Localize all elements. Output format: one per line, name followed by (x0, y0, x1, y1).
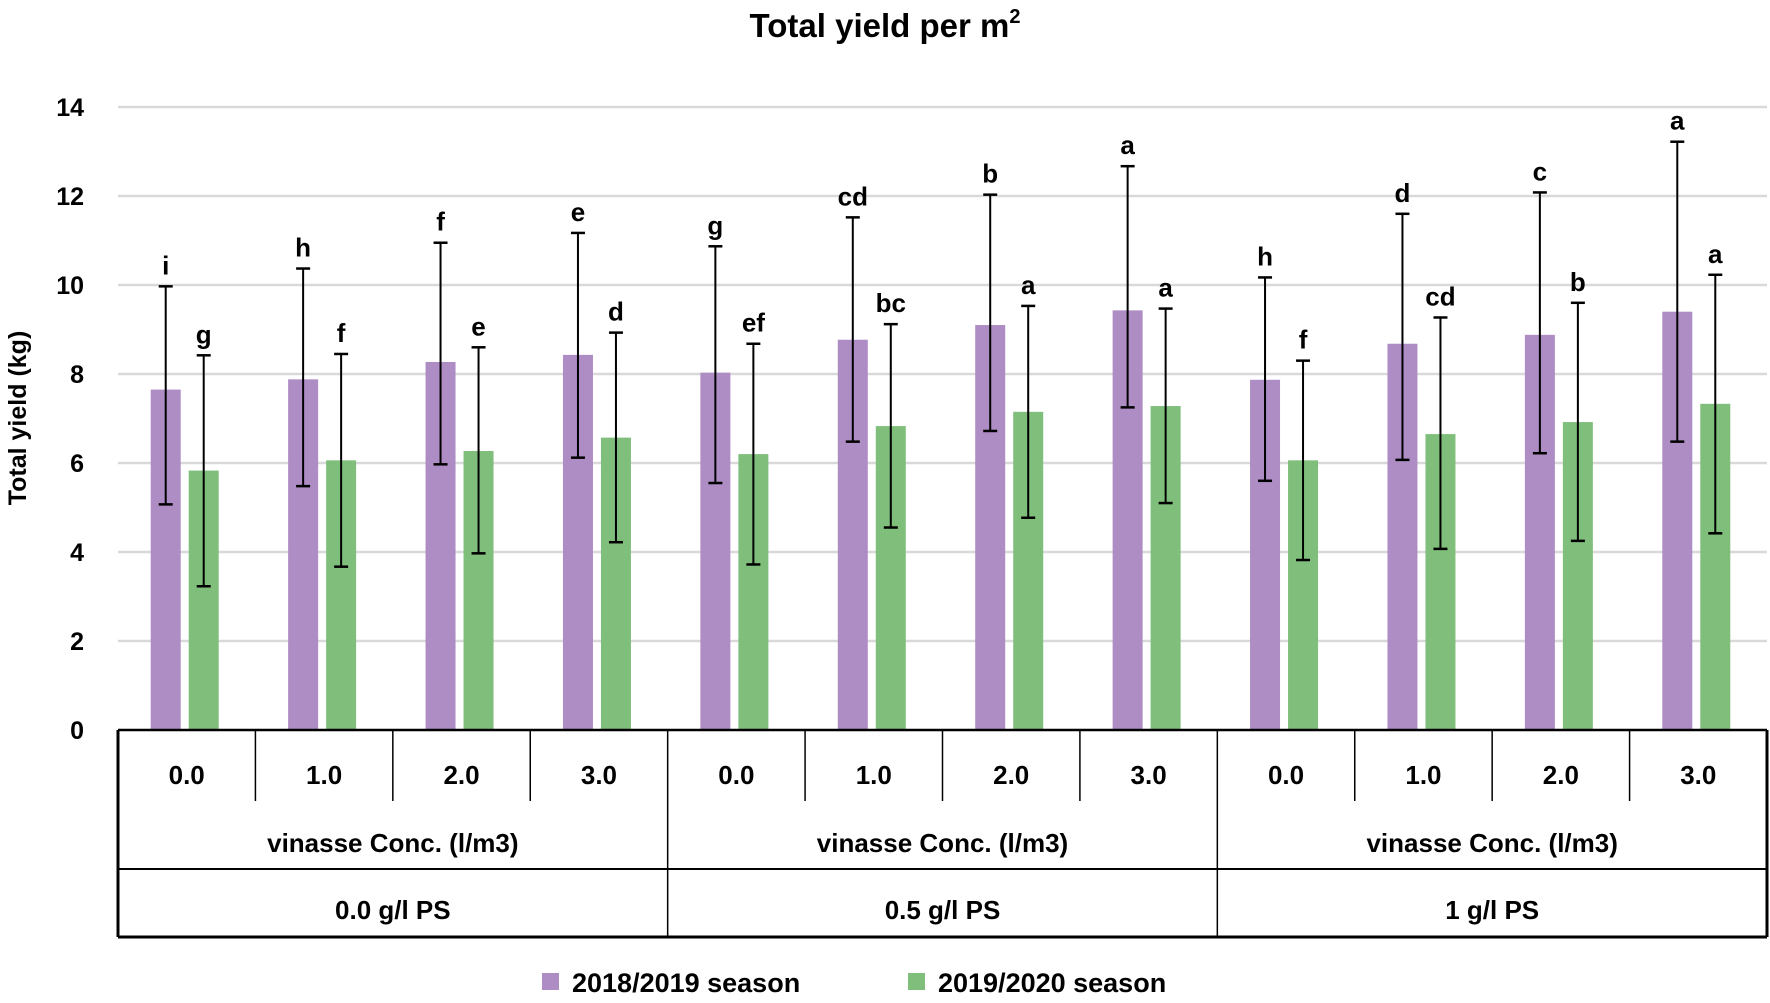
group-label: 0.0 g/l PS (335, 895, 451, 925)
significance-letter: f (436, 207, 445, 237)
group-sublabel: vinasse Conc. (l/m3) (817, 828, 1068, 858)
y-axis-label: Total yield (kg) (4, 331, 32, 506)
category-label: 2.0 (993, 760, 1029, 790)
significance-letter: a (1158, 273, 1173, 303)
significance-letter: bc (876, 288, 906, 318)
significance-letter: h (1257, 241, 1273, 271)
category-label: 0.0 (1268, 760, 1304, 790)
group-sublabel: vinasse Conc. (l/m3) (1366, 828, 1617, 858)
significance-letter: a (1120, 130, 1135, 160)
significance-letter: a (1708, 239, 1723, 269)
significance-letter: d (1395, 178, 1411, 208)
significance-letter: b (982, 159, 998, 189)
significance-letter: e (471, 311, 485, 341)
category-label: 3.0 (1131, 760, 1167, 790)
category-label: 3.0 (1680, 760, 1716, 790)
y-tick-label: 10 (56, 272, 84, 300)
significance-letter: h (295, 233, 311, 263)
legend: 2018/2019 season 2019/2020 season (542, 968, 1166, 998)
y-tick-label: 4 (70, 539, 84, 567)
group-sublabel: vinasse Conc. (l/m3) (267, 828, 518, 858)
chart-title-superscript: 2 (1009, 6, 1020, 28)
category-label: 2.0 (1543, 760, 1579, 790)
gridlines (118, 105, 1767, 643)
y-tick-label: 14 (56, 94, 84, 122)
significance-letter: cd (838, 181, 868, 211)
significance-letter: d (608, 297, 624, 327)
group-label: 0.5 g/l PS (885, 895, 1001, 925)
significance-letter: g (707, 210, 723, 240)
significance-letter: a (1021, 270, 1036, 300)
category-label: 1.0 (306, 760, 342, 790)
legend-swatch (908, 973, 925, 990)
legend-swatch (542, 973, 559, 990)
legend-item: 2018/2019 season (542, 968, 800, 998)
significance-letter: i (162, 250, 169, 280)
category-label: 1.0 (856, 760, 892, 790)
significance-letter: f (337, 318, 346, 348)
category-label: 2.0 (443, 760, 479, 790)
significance-letter: g (196, 319, 212, 349)
significance-letter: cd (1425, 281, 1455, 311)
group-label: 1 g/l PS (1445, 895, 1539, 925)
chart-title-text: Total yield per m (750, 7, 1010, 44)
category-label: 0.0 (718, 760, 754, 790)
category-label: 3.0 (581, 760, 617, 790)
significance-letter: ef (742, 308, 765, 338)
significance-letter: b (1570, 267, 1586, 297)
y-tick-label: 0 (70, 717, 84, 745)
significance-letter: f (1299, 325, 1308, 355)
y-tick-label: 2 (70, 628, 84, 656)
y-tick-label: 6 (70, 450, 84, 478)
y-tick-label: 8 (70, 361, 84, 389)
category-label: 1.0 (1405, 760, 1441, 790)
legend-item: 2019/2020 season (908, 968, 1166, 998)
category-label: 0.0 (169, 760, 205, 790)
chart-title: Total yield per m2 (750, 6, 1021, 44)
significance-letter: e (571, 197, 585, 227)
y-tick-label: 12 (56, 183, 84, 211)
significance-letter: c (1533, 156, 1547, 186)
bars: i h f e g cd b a h d c a g f e d ef bc a a f cd b a (150, 106, 1731, 730)
legend-label: 2018/2019 season (572, 968, 800, 998)
significance-letter: a (1670, 106, 1685, 136)
legend-label: 2019/2020 season (938, 968, 1166, 998)
y-tick-labels: 0 2 4 6 8 10 12 14 (56, 94, 84, 745)
category-axis-table: 0.0 1.0 2.0 3.0 0.0 1.0 2.0 3.0 0.0 1.0 2.0 3.0 vina… (116, 728, 1769, 939)
